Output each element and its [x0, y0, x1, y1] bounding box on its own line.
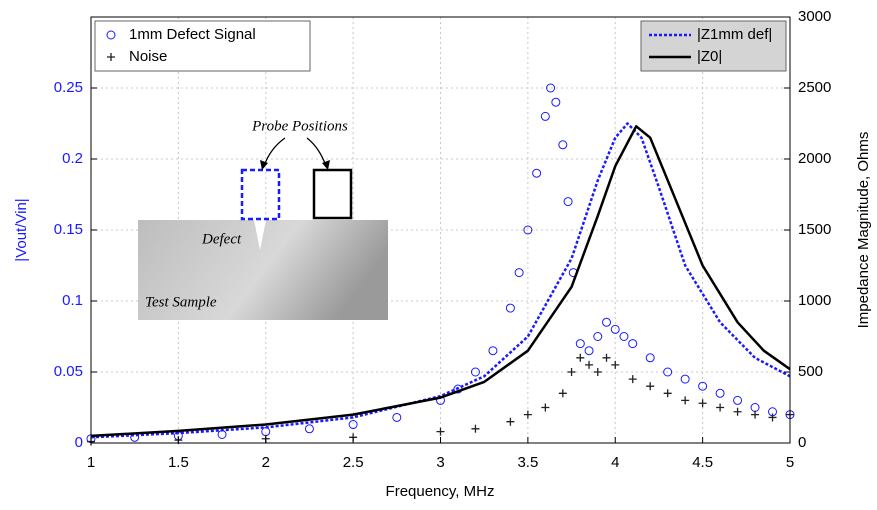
circle-marker — [514, 268, 524, 278]
x-tick-label: 2.5 — [343, 454, 364, 471]
x-tick-label: 4 — [611, 454, 619, 471]
y2-tick-label: 2500 — [798, 79, 831, 96]
x-tick-label: 2 — [262, 454, 270, 471]
plus-marker — [523, 410, 532, 419]
circle-marker — [584, 346, 594, 356]
circle-marker — [558, 140, 568, 150]
y2-tick-label: 2000 — [798, 150, 831, 167]
circle-marker — [715, 388, 725, 398]
x-tick-label: 4.5 — [692, 454, 713, 471]
legend-label: 1mm Defect Signal — [129, 26, 256, 43]
circle-marker — [488, 346, 498, 356]
circle-marker — [523, 225, 533, 235]
x-tick-label: 1.5 — [168, 454, 189, 471]
circle-marker — [551, 97, 561, 107]
plus-marker — [558, 389, 567, 398]
circle-marker — [348, 420, 358, 430]
plus-marker — [576, 353, 585, 362]
circle-marker — [663, 367, 673, 377]
annotation: Test Sample — [145, 294, 217, 310]
arrowhead — [322, 160, 330, 170]
probe-ref — [312, 168, 353, 220]
circle-marker — [619, 332, 629, 341]
y-tick-label: 0.1 — [62, 292, 83, 309]
y2-tick-label: 3000 — [798, 8, 831, 25]
arrowhead — [260, 160, 268, 170]
y2-tick-label: 1000 — [798, 292, 831, 309]
test-sample — [138, 220, 388, 320]
plus-marker — [663, 389, 672, 398]
plus-marker — [593, 368, 602, 376]
circle-marker — [628, 339, 638, 349]
circle-marker — [698, 381, 708, 391]
plus-marker — [646, 382, 655, 391]
plus-marker — [733, 407, 742, 416]
plus-marker — [698, 399, 707, 408]
annotation: Defect — [201, 231, 242, 247]
y-tick-label: 0.25 — [54, 79, 83, 96]
circle-marker — [505, 303, 515, 313]
circle-marker — [602, 317, 612, 327]
plus-marker — [107, 53, 115, 61]
circle-marker — [540, 111, 550, 121]
plus-marker — [567, 368, 576, 376]
defect-notch — [254, 220, 266, 250]
plus-marker — [628, 375, 637, 384]
plus-marker — [602, 353, 611, 362]
plus-marker — [768, 413, 777, 422]
probe-defect — [240, 168, 281, 221]
circle-marker — [106, 30, 116, 40]
circle-marker — [575, 339, 585, 349]
circle-marker — [563, 197, 573, 207]
circle-marker — [470, 367, 480, 377]
circle-marker — [645, 353, 655, 363]
x-tick-label: 1 — [87, 454, 95, 471]
legend-box — [640, 20, 787, 72]
plus-marker — [681, 396, 690, 405]
marks — [86, 83, 795, 446]
plus-marker — [471, 424, 480, 433]
line — [90, 125, 791, 438]
x-tick-label: 5 — [786, 454, 794, 471]
x-axis-label: Frequency, MHz — [386, 483, 495, 500]
y-tick-label: 0.2 — [62, 150, 83, 167]
y2-axis-label: Impedance Magnitude, Ohms — [855, 132, 872, 329]
y-axis-label: |Vout/Vin| — [13, 198, 30, 261]
line — [90, 122, 791, 439]
y-tick-label: 0 — [75, 434, 83, 451]
y-tick-label: 0.15 — [54, 221, 83, 238]
legend: 1mm Defect Signal Noise — [94, 20, 311, 72]
plus-marker — [506, 417, 515, 426]
circle-marker — [304, 424, 314, 434]
plus-marker — [751, 410, 760, 419]
inset-diagram: Probe Positions Defect Test Sample — [138, 118, 388, 320]
plus-marker — [611, 360, 620, 369]
y2-tick-label: 0 — [798, 434, 806, 451]
circle-marker — [680, 374, 690, 384]
circle-marker — [610, 324, 620, 334]
plus-marker — [585, 360, 594, 369]
legend-box — [94, 20, 311, 72]
legend-label: Noise — [129, 48, 167, 65]
plus-marker — [541, 403, 550, 412]
annotation: Probe Positions — [251, 118, 348, 134]
y2-tick-label: 500 — [798, 363, 823, 380]
circle-marker — [733, 395, 743, 405]
circle-marker — [593, 332, 603, 341]
legend-label: |Z1mm def| — [697, 26, 772, 43]
legend: |Z1mm def| |Z0| — [640, 20, 787, 72]
legend-label: |Z0| — [697, 48, 722, 65]
y2-tick-label: 1500 — [798, 221, 831, 238]
y-tick-label: 0.05 — [54, 363, 83, 380]
x-tick-label: 3.5 — [517, 454, 538, 471]
plus-marker — [436, 427, 445, 436]
circle-marker — [532, 168, 542, 178]
x-tick-label: 3 — [436, 454, 444, 471]
circle-marker — [546, 83, 556, 93]
circle-marker — [392, 412, 402, 422]
plus-marker — [716, 403, 725, 412]
